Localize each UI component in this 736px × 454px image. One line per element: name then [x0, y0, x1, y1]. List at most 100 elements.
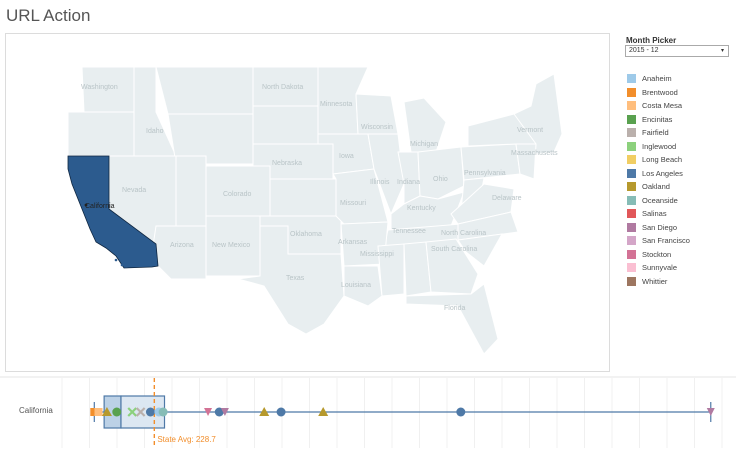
label-vermont: Vermont — [517, 127, 543, 134]
legend-swatch — [627, 114, 636, 124]
label-idaho: Idaho — [146, 128, 164, 135]
data-point — [318, 407, 329, 416]
label-iowa: Iowa — [339, 153, 354, 160]
label-south-carolina: South Carolina — [431, 246, 477, 253]
legend-label: Whittier — [642, 276, 668, 286]
legend-label: Fairfield — [642, 128, 669, 138]
legend-label: Oakland — [642, 182, 670, 192]
legend-swatch — [627, 276, 636, 286]
california-marker — [84, 203, 88, 207]
data-point — [90, 408, 99, 416]
state-illinois[interactable] — [367, 133, 405, 216]
legend-swatch — [627, 155, 636, 165]
label-delaware: Delaware — [492, 195, 522, 202]
state-louisiana[interactable] — [343, 265, 383, 307]
state-florida[interactable] — [405, 283, 499, 355]
legend-swatch — [627, 182, 636, 192]
legend-item[interactable]: Fairfield — [627, 126, 690, 140]
legend-swatch — [627, 222, 636, 232]
legend-label: Oceanside — [642, 195, 678, 205]
legend-item[interactable]: Oakland — [627, 180, 690, 194]
legend-item[interactable]: San Diego — [627, 221, 690, 235]
label-pennsylvania: Pennsylvania — [464, 170, 506, 177]
data-point — [135, 407, 146, 417]
state-michigan[interactable] — [403, 97, 447, 153]
legend-swatch — [627, 195, 636, 205]
label-arizona: Arizona — [170, 242, 194, 249]
label-missouri: Missouri — [340, 200, 367, 207]
state-idaho[interactable] — [133, 66, 177, 157]
state-south-dakota[interactable] — [252, 105, 319, 145]
label-new-mexico: New Mexico — [212, 242, 250, 249]
row-label-california: California — [19, 406, 53, 415]
state-virginia[interactable] — [450, 183, 515, 225]
legend-item[interactable]: Los Angeles — [627, 167, 690, 181]
legend-item[interactable]: Stockton — [627, 248, 690, 262]
state-oregon[interactable] — [67, 111, 135, 157]
state-new-jersey[interactable] — [515, 143, 537, 180]
data-point — [112, 407, 122, 417]
data-point — [145, 407, 155, 417]
legend-item[interactable]: Encinitas — [627, 113, 690, 127]
state-arizona[interactable] — [150, 225, 207, 280]
label-indiana: Indiana — [397, 179, 420, 186]
legend-label: Long Beach — [642, 155, 683, 165]
label-florida: Florida — [444, 305, 466, 312]
label-nevada: Nevada — [122, 187, 146, 194]
label-ohio: Ohio — [433, 176, 448, 183]
legend-label: Encinitas — [642, 114, 673, 124]
legend-item[interactable]: Oceanside — [627, 194, 690, 208]
state-georgia[interactable] — [425, 238, 479, 295]
month-picker-label: Month Picker — [626, 36, 677, 45]
label-california: California — [85, 203, 115, 210]
legend-swatch — [627, 87, 636, 97]
label-north-carolina: North Carolina — [441, 230, 486, 237]
legend-swatch — [627, 101, 636, 111]
label-michigan: Michigan — [410, 141, 438, 148]
data-point — [706, 408, 715, 416]
legend-item[interactable]: Long Beach — [627, 153, 690, 167]
legend-item[interactable]: Inglewood — [627, 140, 690, 154]
data-point — [214, 407, 224, 417]
state-avg-label: State Avg: 228.7 — [157, 435, 216, 444]
label-minnesota: Minnesota — [320, 101, 352, 108]
label-kentucky: Kentucky — [407, 205, 436, 212]
label-texas: Texas — [286, 275, 305, 282]
legend-label: Anaheim — [642, 74, 672, 84]
data-point — [259, 407, 270, 416]
legend-item[interactable]: Anaheim — [627, 72, 690, 86]
legend-swatch — [627, 249, 636, 259]
legend-swatch — [627, 168, 636, 178]
legend-item[interactable]: San Francisco — [627, 234, 690, 248]
legend-label: San Diego — [642, 222, 678, 232]
legend-label: Sunnyvale — [642, 263, 678, 273]
data-point — [456, 407, 466, 417]
legend-swatch — [627, 128, 636, 138]
legend-item[interactable]: Whittier — [627, 275, 690, 289]
legend-item[interactable]: Sunnyvale — [627, 261, 690, 275]
label-nebraska: Nebraska — [272, 160, 302, 167]
legend-swatch — [627, 74, 636, 84]
us-map[interactable]: Washington Idaho North Dakota Minnesota … — [5, 33, 610, 372]
state-california[interactable] — [67, 155, 159, 269]
state-north-carolina[interactable] — [457, 211, 519, 241]
label-wisconsin: Wisconsin — [361, 124, 393, 131]
legend-item[interactable]: Salinas — [627, 207, 690, 221]
state-montana[interactable] — [155, 66, 254, 115]
state-south-carolina[interactable] — [457, 233, 503, 267]
label-illinois: Illinois — [370, 179, 390, 186]
legend-label: Salinas — [642, 209, 667, 219]
month-picker-select[interactable]: 2015 - 12 ▾ — [625, 45, 729, 57]
state-texas[interactable] — [237, 225, 345, 335]
legend-swatch — [627, 263, 636, 273]
state-kansas[interactable] — [269, 178, 337, 217]
state-ohio[interactable] — [417, 146, 465, 200]
label-tennessee: Tennessee — [392, 228, 426, 235]
legend-item[interactable]: Costa Mesa — [627, 99, 690, 113]
chevron-down-icon[interactable]: ▾ — [720, 48, 724, 54]
month-picker-value: 2015 - 12 — [629, 47, 659, 54]
state-mississippi[interactable] — [377, 243, 405, 297]
box-plot-chart[interactable]: State Avg: 228.7 — [0, 376, 736, 454]
legend-item[interactable]: Brentwood — [627, 86, 690, 100]
city-color-legend: Anaheim Brentwood Costa Mesa Encinitas Fairf… — [627, 72, 690, 288]
